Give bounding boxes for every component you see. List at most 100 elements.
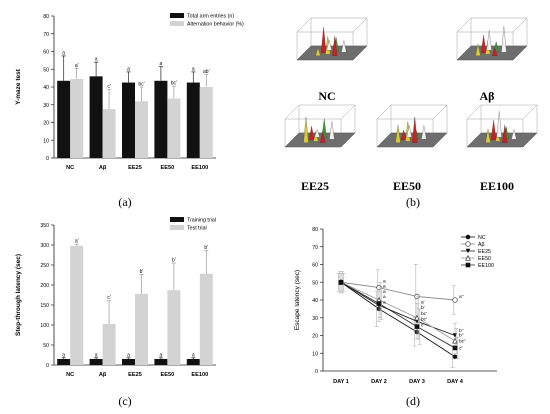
x-tick-label: Aβ <box>99 372 107 378</box>
data-label: a <box>62 352 65 358</box>
legend-swatch <box>170 225 184 230</box>
box-edge <box>284 104 300 120</box>
x-tick-label: DAY 4 <box>447 379 464 385</box>
y-tick-label: 30 <box>43 103 49 109</box>
density-peak <box>480 34 487 54</box>
density-peak <box>406 125 412 138</box>
group-label: Aβ <box>480 89 495 103</box>
data-point <box>465 248 471 254</box>
y-tick-label: 60 <box>43 50 49 56</box>
group-label: EE100 <box>480 179 514 193</box>
legend-label: EE50 <box>478 256 491 262</box>
data-label: b' <box>204 245 208 251</box>
sig-label: b'' <box>459 328 464 334</box>
x-tick-label: EE25 <box>128 372 142 378</box>
series-line <box>340 281 456 349</box>
surface-plot-4 <box>466 104 538 148</box>
group-label: EE25 <box>301 179 329 193</box>
chart-d: 0 10 20 30 40 50 60 70 80 Escape latency (sec) DAY… <box>294 227 497 408</box>
data-point <box>414 324 420 329</box>
density-peak <box>501 26 507 53</box>
data-label: b' <box>172 258 176 264</box>
density-peak <box>314 128 320 138</box>
y-axis-label: Escape latency (sec) <box>294 270 301 330</box>
bar <box>167 98 181 158</box>
bar <box>154 359 168 365</box>
box-edge <box>466 104 482 120</box>
series-line <box>340 281 456 342</box>
box-edge <box>340 104 356 120</box>
chart-d-plot: 0 10 20 30 40 50 60 70 80 Escape latency (sec) DAY… <box>294 227 497 408</box>
legend-label: Alternation behavior (%) <box>187 22 244 28</box>
y-tick-label: 200 <box>40 283 49 289</box>
floor-plane <box>376 132 448 148</box>
data-label: a <box>95 57 98 63</box>
sig-label: a <box>383 279 386 284</box>
y-tick-label: 0 <box>46 363 49 369</box>
bar <box>199 273 213 365</box>
box-edge <box>432 104 448 120</box>
x-tick-label: EE50 <box>161 165 175 171</box>
box-edge <box>376 104 392 120</box>
y-tick-label: 60 <box>312 263 318 269</box>
bar <box>135 101 148 158</box>
group-label: EE50 <box>393 179 421 193</box>
data-point <box>452 297 458 303</box>
floor-plane <box>296 45 368 61</box>
data-label: a <box>192 66 195 72</box>
bar <box>135 293 148 365</box>
data-point <box>376 301 382 306</box>
y-tick-label: 40 <box>43 85 49 91</box>
y-tick-label: 300 <box>40 243 49 249</box>
y-tick-label: 50 <box>43 343 49 349</box>
y-axis-label: Y-maze test <box>15 68 22 105</box>
bar <box>154 80 168 158</box>
legend-swatch <box>170 217 184 222</box>
y-tick-label: 0 <box>46 156 49 162</box>
x-tick-label: EE50 <box>161 372 175 378</box>
data-label: b' <box>140 269 144 275</box>
y-tick-label: 80 <box>312 227 318 233</box>
chart-c-plot: 0 50 100 150 200 250 300 350 Step-through latenc… <box>15 217 216 408</box>
data-point <box>465 241 471 247</box>
data-point <box>452 354 458 360</box>
bar <box>70 245 84 365</box>
sig-label: c'' <box>459 346 463 352</box>
y-tick-label: 20 <box>312 334 318 340</box>
legend-label: Aβ <box>478 242 485 248</box>
sig-label: c' <box>421 322 424 328</box>
y-tick-label: 0 <box>315 369 318 375</box>
density-peak <box>326 40 332 51</box>
density-peak <box>341 40 347 53</box>
density-peak <box>496 111 502 138</box>
y-tick-label: 350 <box>40 223 49 229</box>
bar <box>186 359 200 365</box>
x-tick-label: DAY 2 <box>371 379 387 385</box>
series-line <box>340 281 456 358</box>
density-peak <box>495 132 501 142</box>
data-point <box>465 262 471 268</box>
x-tick-label: NC <box>66 372 74 378</box>
density-peak <box>421 125 427 140</box>
x-tick-label: EE100 <box>191 165 208 171</box>
sig-label: a <box>383 301 386 306</box>
x-tick-label: EE25 <box>128 165 142 171</box>
y-tick-label: 30 <box>312 316 318 322</box>
bar <box>186 82 200 158</box>
data-label: a <box>127 352 130 358</box>
density-peak <box>395 124 401 143</box>
box-edge <box>296 17 312 33</box>
surface-plot-3 <box>376 104 448 148</box>
box-edge <box>352 17 368 33</box>
density-peak <box>320 130 326 143</box>
series-line <box>340 281 456 336</box>
bar <box>102 323 116 365</box>
bar <box>70 79 84 158</box>
data-label: a <box>160 352 163 358</box>
legend-swatch <box>170 21 184 26</box>
y-tick-label: 100 <box>40 323 49 329</box>
sig-label: bc' <box>421 317 427 323</box>
box-edge <box>522 104 538 120</box>
data-label: a <box>95 352 98 358</box>
group-label: NC <box>318 89 335 103</box>
